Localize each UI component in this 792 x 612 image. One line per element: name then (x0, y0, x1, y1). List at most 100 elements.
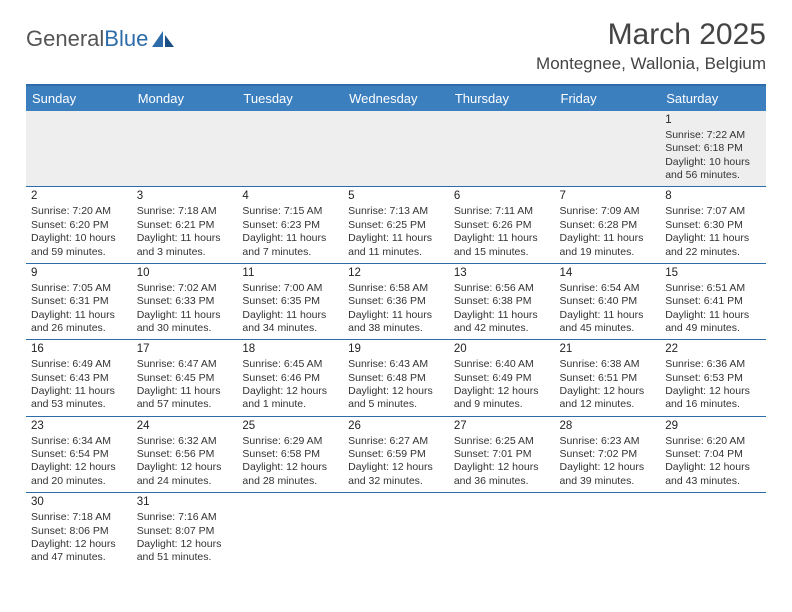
daylight-text: Daylight: 11 hours and 15 minutes. (454, 232, 550, 259)
daylight-text: Daylight: 12 hours and 39 minutes. (560, 461, 656, 488)
calendar-cell: 26Sunrise: 6:27 AMSunset: 6:59 PMDayligh… (343, 416, 449, 492)
sunset-text: Sunset: 6:45 PM (137, 372, 233, 385)
calendar-cell: 13Sunrise: 6:56 AMSunset: 6:38 PMDayligh… (449, 263, 555, 339)
sunrise-text: Sunrise: 6:49 AM (31, 358, 127, 371)
calendar-cell: 8Sunrise: 7:07 AMSunset: 6:30 PMDaylight… (660, 187, 766, 263)
sunrise-text: Sunrise: 6:36 AM (665, 358, 761, 371)
daylight-text: Daylight: 12 hours and 5 minutes. (348, 385, 444, 412)
daylight-text: Daylight: 11 hours and 11 minutes. (348, 232, 444, 259)
day-number: 25 (242, 419, 338, 434)
sunset-text: Sunset: 6:59 PM (348, 448, 444, 461)
sunrise-text: Sunrise: 6:45 AM (242, 358, 338, 371)
sunset-text: Sunset: 6:43 PM (31, 372, 127, 385)
daylight-text: Daylight: 10 hours and 59 minutes. (31, 232, 127, 259)
sunset-text: Sunset: 6:53 PM (665, 372, 761, 385)
calendar-cell: 19Sunrise: 6:43 AMSunset: 6:48 PMDayligh… (343, 340, 449, 416)
daylight-text: Daylight: 12 hours and 28 minutes. (242, 461, 338, 488)
sunset-text: Sunset: 7:04 PM (665, 448, 761, 461)
weekday-header: Tuesday (237, 86, 343, 111)
sunset-text: Sunset: 6:41 PM (665, 295, 761, 308)
location: Montegnee, Wallonia, Belgium (536, 54, 766, 74)
calendar-blank-cell (343, 111, 449, 187)
sunset-text: Sunset: 6:30 PM (665, 219, 761, 232)
daylight-text: Daylight: 11 hours and 34 minutes. (242, 309, 338, 336)
sunrise-text: Sunrise: 7:15 AM (242, 205, 338, 218)
daylight-text: Daylight: 11 hours and 45 minutes. (560, 309, 656, 336)
day-number: 30 (31, 495, 127, 510)
sunset-text: Sunset: 8:07 PM (137, 525, 233, 538)
sunset-text: Sunset: 7:01 PM (454, 448, 550, 461)
daylight-text: Daylight: 11 hours and 53 minutes. (31, 385, 127, 412)
calendar-cell: 4Sunrise: 7:15 AMSunset: 6:23 PMDaylight… (237, 187, 343, 263)
day-number: 4 (242, 189, 338, 204)
sunrise-text: Sunrise: 7:13 AM (348, 205, 444, 218)
sunrise-text: Sunrise: 7:18 AM (31, 511, 127, 524)
calendar-blank-cell (449, 493, 555, 569)
calendar-cell: 18Sunrise: 6:45 AMSunset: 6:46 PMDayligh… (237, 340, 343, 416)
calendar-blank-cell (237, 493, 343, 569)
sunrise-text: Sunrise: 6:32 AM (137, 435, 233, 448)
calendar-blank-cell (660, 493, 766, 569)
sunrise-text: Sunrise: 6:47 AM (137, 358, 233, 371)
calendar-cell: 15Sunrise: 6:51 AMSunset: 6:41 PMDayligh… (660, 263, 766, 339)
calendar-row: 23Sunrise: 6:34 AMSunset: 6:54 PMDayligh… (26, 416, 766, 492)
weekday-header: Friday (555, 86, 661, 111)
day-number: 24 (137, 419, 233, 434)
sunset-text: Sunset: 6:54 PM (31, 448, 127, 461)
weekday-header: Monday (132, 86, 238, 111)
calendar-cell: 7Sunrise: 7:09 AMSunset: 6:28 PMDaylight… (555, 187, 661, 263)
daylight-text: Daylight: 12 hours and 43 minutes. (665, 461, 761, 488)
sunset-text: Sunset: 6:48 PM (348, 372, 444, 385)
day-number: 13 (454, 266, 550, 281)
day-number: 17 (137, 342, 233, 357)
sunset-text: Sunset: 6:46 PM (242, 372, 338, 385)
calendar-header: SundayMondayTuesdayWednesdayThursdayFrid… (26, 86, 766, 111)
calendar-row: 1Sunrise: 7:22 AMSunset: 6:18 PMDaylight… (26, 111, 766, 187)
daylight-text: Daylight: 11 hours and 30 minutes. (137, 309, 233, 336)
day-number: 6 (454, 189, 550, 204)
daylight-text: Daylight: 11 hours and 7 minutes. (242, 232, 338, 259)
sunset-text: Sunset: 6:33 PM (137, 295, 233, 308)
calendar-blank-cell (132, 111, 238, 187)
daylight-text: Daylight: 11 hours and 49 minutes. (665, 309, 761, 336)
daylight-text: Daylight: 11 hours and 19 minutes. (560, 232, 656, 259)
calendar-cell: 5Sunrise: 7:13 AMSunset: 6:25 PMDaylight… (343, 187, 449, 263)
sunset-text: Sunset: 6:25 PM (348, 219, 444, 232)
day-number: 1 (665, 113, 761, 128)
logo-text: GeneralBlue (26, 26, 148, 52)
sunrise-text: Sunrise: 6:27 AM (348, 435, 444, 448)
daylight-text: Daylight: 12 hours and 32 minutes. (348, 461, 444, 488)
day-number: 5 (348, 189, 444, 204)
weekday-header: Saturday (660, 86, 766, 111)
sunrise-text: Sunrise: 6:43 AM (348, 358, 444, 371)
sunrise-text: Sunrise: 6:29 AM (242, 435, 338, 448)
sunset-text: Sunset: 6:35 PM (242, 295, 338, 308)
daylight-text: Daylight: 12 hours and 47 minutes. (31, 538, 127, 565)
day-number: 2 (31, 189, 127, 204)
calendar-cell: 6Sunrise: 7:11 AMSunset: 6:26 PMDaylight… (449, 187, 555, 263)
calendar-cell: 9Sunrise: 7:05 AMSunset: 6:31 PMDaylight… (26, 263, 132, 339)
sunrise-text: Sunrise: 6:25 AM (454, 435, 550, 448)
day-number: 29 (665, 419, 761, 434)
day-number: 20 (454, 342, 550, 357)
sunrise-text: Sunrise: 7:16 AM (137, 511, 233, 524)
weekday-header: Sunday (26, 86, 132, 111)
daylight-text: Daylight: 11 hours and 22 minutes. (665, 232, 761, 259)
day-number: 27 (454, 419, 550, 434)
day-number: 15 (665, 266, 761, 281)
day-number: 14 (560, 266, 656, 281)
daylight-text: Daylight: 12 hours and 20 minutes. (31, 461, 127, 488)
calendar-cell: 28Sunrise: 6:23 AMSunset: 7:02 PMDayligh… (555, 416, 661, 492)
header: GeneralBlue March 2025 Montegnee, Wallon… (26, 18, 766, 74)
sunset-text: Sunset: 6:36 PM (348, 295, 444, 308)
sunrise-text: Sunrise: 6:51 AM (665, 282, 761, 295)
day-number: 31 (137, 495, 233, 510)
day-number: 3 (137, 189, 233, 204)
sunrise-text: Sunrise: 7:09 AM (560, 205, 656, 218)
calendar-cell: 14Sunrise: 6:54 AMSunset: 6:40 PMDayligh… (555, 263, 661, 339)
calendar-cell: 23Sunrise: 6:34 AMSunset: 6:54 PMDayligh… (26, 416, 132, 492)
daylight-text: Daylight: 11 hours and 42 minutes. (454, 309, 550, 336)
sunset-text: Sunset: 6:56 PM (137, 448, 233, 461)
sunset-text: Sunset: 6:51 PM (560, 372, 656, 385)
calendar-cell: 2Sunrise: 7:20 AMSunset: 6:20 PMDaylight… (26, 187, 132, 263)
